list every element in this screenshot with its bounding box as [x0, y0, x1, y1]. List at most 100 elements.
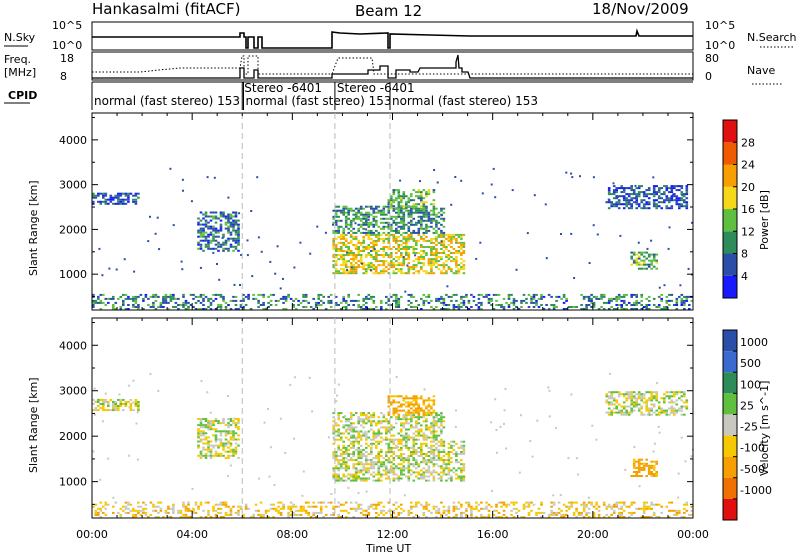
echo-cell	[212, 293, 215, 296]
echo-cell	[430, 248, 433, 250]
echo-cell	[357, 422, 360, 425]
echo-cell	[397, 299, 401, 302]
echo-cell	[433, 169, 436, 171]
echo-cell	[123, 258, 126, 261]
echo-cell	[512, 299, 516, 302]
echo-cell	[465, 293, 468, 296]
echo-cell	[432, 465, 436, 468]
echo-cell	[387, 444, 391, 447]
echo-cell	[460, 235, 463, 238]
echo-cell	[652, 205, 656, 208]
echo-cell	[652, 513, 656, 516]
echo-cell	[337, 516, 340, 518]
echo-cell	[457, 453, 461, 455]
echo-cell	[337, 446, 340, 449]
echo-cell	[668, 395, 671, 398]
echo-cell	[222, 503, 225, 506]
echo-cell	[222, 418, 225, 420]
echo-cell	[264, 511, 268, 514]
echo-cell	[94, 196, 98, 199]
echo-cell	[522, 516, 526, 518]
echo-cell	[402, 217, 406, 220]
echo-cell	[435, 505, 438, 508]
echo-cell	[665, 197, 669, 200]
echo-cell	[397, 239, 401, 242]
echo-cell	[375, 463, 378, 466]
echo-cell	[219, 304, 223, 306]
echo-cell	[650, 391, 653, 394]
echo-cell	[344, 418, 348, 421]
echo-cell	[382, 225, 386, 228]
echo-cell	[192, 306, 195, 308]
echo-cell	[454, 176, 457, 178]
echo-cell	[560, 509, 563, 512]
echo-cell	[395, 407, 398, 410]
echo-cell	[380, 463, 383, 466]
echo-cell	[395, 516, 398, 518]
echo-cell	[334, 430, 338, 433]
echo-cell	[224, 442, 228, 445]
echo-cell	[339, 465, 343, 468]
echo-cell	[209, 233, 213, 236]
echo-cell	[405, 467, 408, 470]
echo-cell	[460, 248, 463, 250]
echo-cell	[390, 207, 393, 210]
echo-cell	[430, 473, 433, 476]
echo-cell	[645, 207, 648, 210]
echo-cell	[430, 217, 433, 220]
echo-cell	[179, 511, 183, 514]
echo-cell	[407, 509, 411, 512]
echo-cell	[684, 460, 687, 463]
echo-cell	[412, 399, 416, 402]
echo-cell	[287, 507, 290, 510]
nave-trace	[92, 54, 693, 79]
echo-cell	[302, 306, 305, 308]
echo-cell	[395, 301, 398, 304]
echo-cell	[97, 398, 100, 401]
echo-cell	[109, 409, 113, 412]
echo-cell	[292, 437, 295, 440]
echo-cell	[122, 505, 125, 508]
echo-cell	[542, 295, 546, 298]
echo-cell	[194, 295, 198, 298]
echo-cell	[204, 308, 208, 310]
echo-cell	[400, 295, 403, 298]
echo-cell	[214, 428, 218, 431]
echo-cell	[675, 513, 679, 516]
echo-cell	[392, 258, 396, 261]
echo-cell	[214, 297, 218, 300]
echo-cell	[435, 297, 438, 300]
echo-cell	[222, 295, 225, 298]
echo-cell	[452, 505, 456, 508]
echo-cell	[455, 306, 458, 308]
echo-cell	[617, 195, 619, 198]
echo-cell	[400, 440, 403, 443]
echo-cell	[630, 203, 633, 206]
echo-cell	[189, 516, 193, 518]
echo-cell	[365, 205, 368, 208]
echo-cell	[647, 516, 651, 518]
echo-cell	[447, 442, 451, 445]
echo-cell	[465, 509, 468, 512]
echo-cell	[670, 409, 674, 412]
echo-cell	[199, 454, 203, 457]
echo-cell	[652, 203, 656, 206]
echo-cell	[337, 444, 340, 447]
echo-cell	[402, 399, 406, 402]
echo-cell	[334, 457, 338, 460]
echo-cell	[144, 293, 148, 296]
echo-cell	[440, 412, 443, 415]
echo-cell	[212, 505, 215, 508]
echo-cell	[367, 235, 371, 238]
echo-cell	[262, 293, 265, 296]
echo-cell	[415, 207, 418, 210]
echo-cell	[407, 215, 411, 218]
echo-cell	[282, 505, 285, 508]
echo-cell	[405, 413, 408, 416]
echo-cell	[372, 258, 376, 261]
echo-cell	[372, 272, 376, 275]
echo-cell	[642, 259, 646, 262]
echo-cell	[655, 393, 658, 396]
echo-cell	[442, 463, 446, 466]
